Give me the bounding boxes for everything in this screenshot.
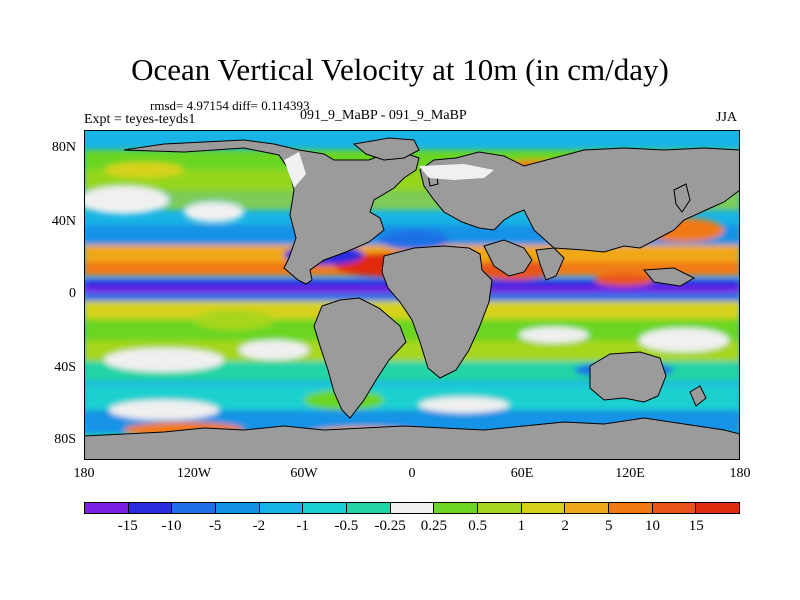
colorbar-label: -2 <box>252 518 266 534</box>
south-america <box>313 297 407 419</box>
colorbar-label: -0.5 <box>334 518 359 534</box>
lon-label-180e: 180 <box>729 466 751 481</box>
lon-label-120w: 120W <box>176 466 212 481</box>
colorbar <box>84 502 740 514</box>
colorbar-swatch <box>172 503 217 513</box>
colorbar-swatch <box>85 503 129 513</box>
stats-label: rmsd= 4.97154 diff= 0.114393 <box>150 98 310 113</box>
colorbar-label: 2 <box>561 518 569 534</box>
plot-title: Ocean Vertical Velocity at 10m (in cm/da… <box>131 52 669 87</box>
lon-label-120e: 120E <box>615 466 645 481</box>
colorbar-swatch <box>609 503 653 513</box>
lat-label-80n: 80N <box>51 140 76 155</box>
indonesia <box>642 267 696 287</box>
colorbar-swatch <box>652 503 697 513</box>
colorbar-label: 10 <box>645 518 661 534</box>
colorbar-label: 0.25 <box>420 518 447 534</box>
lat-label-80s: 80S <box>54 432 76 447</box>
colorbar-swatch <box>259 503 304 513</box>
colorbar-swatch <box>434 503 479 513</box>
season-label: JJA <box>716 110 738 125</box>
colorbar-swatch <box>565 503 610 513</box>
colorbar-label: 15 <box>688 518 704 534</box>
colorbar-swatch <box>303 503 348 513</box>
comparison-label: 091_9_MaBP - 091_9_MaBP <box>300 108 467 123</box>
africa <box>381 245 493 379</box>
lon-label-0: 0 <box>408 466 416 481</box>
colorbar-label: -10 <box>161 518 182 534</box>
lat-label-40s: 40S <box>54 360 76 375</box>
greenland <box>352 137 420 161</box>
india <box>535 247 565 281</box>
map-panel <box>84 130 740 460</box>
eurasia <box>419 147 740 253</box>
experiment-label: Expt = teyes-teyds1 <box>84 112 196 127</box>
colorbar-swatch <box>696 503 740 513</box>
japan <box>673 183 691 213</box>
australia <box>589 351 667 403</box>
colorbar-label: 5 <box>605 518 613 534</box>
colorbar-label: 1 <box>517 518 526 534</box>
colorbar-label: 0.5 <box>468 518 487 534</box>
colorbar-swatch <box>478 503 522 513</box>
colorbar-swatch <box>128 503 173 513</box>
arabia <box>483 239 533 277</box>
colorbar-swatch <box>347 503 391 513</box>
north-america <box>123 139 420 285</box>
lat-label-40n: 40N <box>51 214 76 229</box>
lon-label-60e: 60E <box>510 466 534 481</box>
lon-label-180w: 180 <box>73 466 95 481</box>
lon-label-60w: 60W <box>290 466 318 481</box>
lat-label-0: 0 <box>69 286 76 301</box>
land-masses <box>84 137 740 460</box>
colorbar-label: -15 <box>117 518 138 534</box>
antarctica <box>84 417 740 460</box>
new-zealand <box>689 385 707 407</box>
sea-ice <box>284 152 494 188</box>
colorbar-swatch <box>521 503 566 513</box>
colorbar-swatch <box>390 503 435 513</box>
map-svg <box>84 130 740 460</box>
colorbar-label: -1 <box>296 518 309 534</box>
colorbar-label: -0.25 <box>374 518 406 534</box>
colorbar-swatch <box>216 503 260 513</box>
colorbar-label: -5 <box>208 518 222 534</box>
